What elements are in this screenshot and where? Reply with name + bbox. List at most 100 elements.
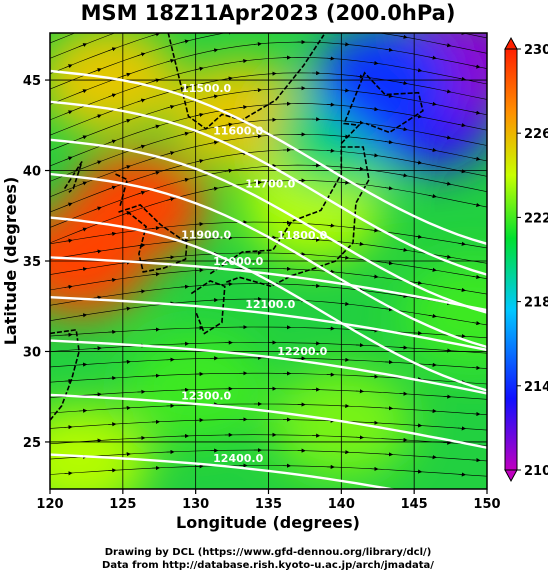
wind-arrow — [108, 277, 117, 283]
colorbar-tick-label: 226 — [524, 127, 548, 142]
y-tick-label: 35 — [23, 255, 41, 270]
wind-arrow — [341, 42, 350, 47]
wind-arrow — [93, 295, 102, 300]
wind-arrow — [210, 94, 219, 99]
wind-arrow — [428, 55, 437, 60]
wind-arrow — [122, 118, 131, 123]
wind-arrow — [79, 227, 88, 232]
streamline — [50, 298, 487, 326]
wind-arrow — [457, 241, 466, 246]
wind-arrow — [356, 30, 363, 31]
wind-arrow — [151, 170, 161, 175]
wind-arrow — [108, 47, 117, 52]
y-tick-label: 40 — [23, 165, 41, 180]
wind-arrow — [195, 112, 204, 117]
wind-arrow — [93, 114, 102, 119]
y-tick-label: 45 — [23, 74, 41, 89]
wind-arrow — [224, 168, 233, 173]
wind-arrow — [64, 238, 73, 243]
wind-arrow — [253, 134, 263, 139]
wind-arrow — [341, 255, 350, 260]
wind-arrow — [370, 107, 379, 112]
wind-arrow — [472, 274, 481, 280]
wind-arrow — [457, 426, 466, 431]
x-tick-label: 135 — [255, 497, 282, 512]
wind-arrow — [384, 261, 394, 266]
wind-arrow — [384, 47, 394, 52]
wind-arrow — [64, 110, 73, 115]
wind-arrow — [399, 293, 408, 299]
height-contour — [50, 138, 487, 314]
contour-label: 12100.0 — [245, 298, 295, 311]
wind-arrow — [93, 68, 102, 73]
wind-arrow — [210, 48, 219, 53]
wind-arrow — [166, 197, 175, 202]
colorbar-tick-label: 214 — [524, 380, 548, 395]
wind-arrow — [312, 237, 321, 242]
coastline — [50, 328, 80, 421]
plot-area: 11500.0 11600.0 11700.0 11800.0 11900.0 12000… — [50, 20, 487, 489]
height-contour — [50, 453, 397, 489]
colorbar-tick-label: 230 — [524, 43, 548, 58]
wind-arrow — [326, 223, 335, 228]
colorbar: 210 214 218 222 226 230 — [504, 36, 548, 483]
colorbar-tick-label: 210 — [524, 464, 548, 479]
wind-arrow — [166, 255, 175, 260]
contour-label: 12200.0 — [277, 345, 327, 358]
wind-arrow — [355, 74, 365, 79]
streamline — [50, 180, 487, 244]
contour-label: 11500.0 — [181, 82, 231, 95]
wind-arrow — [457, 472, 466, 477]
temperature-region — [315, 33, 456, 136]
coastline — [167, 33, 325, 130]
wind-arrow — [384, 307, 394, 312]
wind-arrow — [384, 186, 394, 191]
wind-arrow — [457, 123, 466, 128]
wind-arrow — [312, 283, 321, 288]
coastline — [63, 161, 83, 193]
wind-arrow — [224, 76, 233, 81]
wind-arrow — [428, 313, 437, 318]
wind-arrow — [399, 247, 408, 252]
wind-arrow — [151, 226, 161, 231]
wind-arrow — [428, 194, 437, 199]
wind-arrow — [370, 153, 379, 158]
wind-arrow — [472, 20, 479, 21]
wind-arrow — [181, 284, 190, 289]
wind-arrow — [64, 202, 73, 207]
map-title: MSM 18Z11Apr2023 (200.0hPa) — [81, 1, 456, 25]
colorbar-top-arrow — [504, 36, 518, 50]
contour-label: 12300.0 — [181, 390, 231, 403]
wind-arrow — [122, 72, 131, 77]
contour-label: 12400.0 — [213, 452, 263, 465]
wind-arrow — [79, 313, 88, 318]
wind-arrow — [414, 280, 423, 285]
wind-arrow — [137, 98, 146, 103]
wind-arrow — [79, 181, 88, 186]
colorbar-bottom-arrow — [504, 469, 518, 483]
streamline — [50, 133, 487, 198]
wind-arrow — [457, 76, 466, 81]
height-contour — [50, 296, 487, 352]
wind-arrow — [64, 284, 73, 289]
wind-arrow — [457, 287, 466, 293]
wind-arrow — [137, 144, 146, 149]
wind-arrow — [384, 93, 394, 99]
height-contour — [50, 256, 487, 312]
colorbar-tick-label: 222 — [524, 211, 548, 226]
wind-arrow — [399, 173, 408, 178]
wind-arrow — [414, 68, 423, 73]
height-contour — [50, 172, 487, 349]
wind-arrow — [79, 89, 88, 94]
wind-arrow — [384, 140, 394, 145]
wind-arrow — [122, 306, 131, 311]
wind-arrow — [108, 139, 117, 144]
wind-arrow — [122, 165, 131, 170]
coastline — [118, 203, 188, 273]
wind-arrow — [93, 249, 102, 254]
credit-drawing: Drawing by DCL (https://www.gfd-dennou.o… — [105, 547, 432, 558]
streamline — [50, 252, 487, 279]
contour-labels: 11500.0 11600.0 11700.0 11800.0 11900.0 12000… — [181, 82, 328, 465]
streamline — [50, 87, 487, 151]
temperature-field — [50, 33, 487, 489]
